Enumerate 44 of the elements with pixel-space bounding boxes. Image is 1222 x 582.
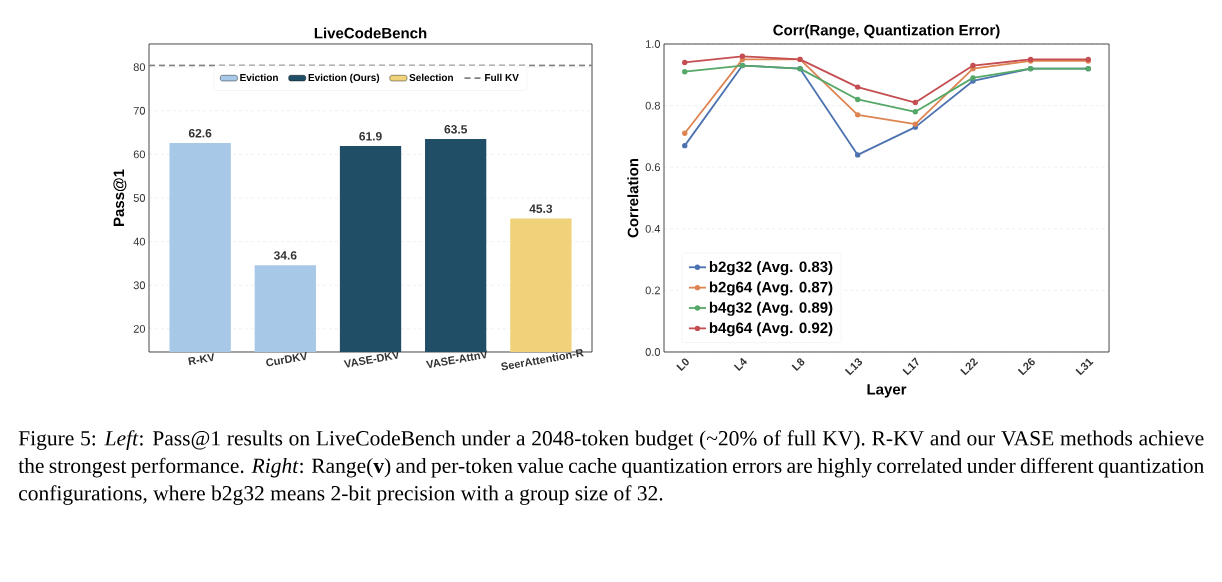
x-tick-label: L0 [676,358,689,371]
x-tick-label: L26 [1017,358,1035,376]
chart-title: LiveCodeBench [314,27,427,39]
x-tick-label: VASE-AttnV [425,350,487,368]
y-tick-label: 0.2 [645,286,660,295]
x-tick-label: VASE-DKV [343,350,399,368]
data-label: 62.6 [188,129,212,138]
y-tick-label: 70 [133,106,146,115]
x-axis-title: Layer [867,384,907,398]
y-tick-label: 0.6 [645,163,660,172]
y-tick-label: 60 [133,150,146,159]
text: Figure 5: Left: Pass@1 results on LiveCodeBench under a 2048-token budget (~20% of full KV). R-KV and our VASE methods achieve the strongest performance. Right: Range(v) and per-token value cache quantization errors are highly correlated under different quantization configurations, where b2g32 means 2-bit precision with a group size of 32. [18,430,1204,505]
x-tick-label: L31 [1075,358,1094,376]
y-tick-label: 80 [133,63,146,72]
y-tick-label: 0.0 [645,348,661,356]
y-axis-title: Pass@1 [113,169,127,226]
y-tick-label: 30 [133,281,146,290]
y-tick-label: 50 [133,194,146,202]
x-tick-label: CurDKV [266,351,307,367]
x-tick-label: L8 [791,358,805,371]
y-tick-label: 20 [133,324,146,333]
y-tick-label: 0.8 [645,101,660,110]
legend-label: Eviction [240,73,278,82]
legend-label: b2g32 (Avg. 0.83) [709,261,833,276]
y-tick-label: 0.4 [645,224,661,233]
x-tick-label: L17 [902,357,919,376]
y-axis-title: Correlation [627,158,639,238]
data-label: 63.5 [444,125,468,134]
legend-label: b4g32 (Avg. 0.89) [709,301,833,316]
data-label: 34.6 [273,251,297,260]
legend-label: b2g64 (Avg. 0.87) [709,281,833,296]
legend-label: b4g64 (Avg. 0.92) [709,322,833,337]
legend-label: Eviction (Ours) [308,73,380,84]
y-tick-label: 40 [133,237,146,246]
data-label: 45.3 [529,204,553,213]
chart-title: Corr(Range, Quantization Error) [773,24,1000,39]
x-tick-label: L4 [733,357,748,371]
legend-label: Full KV [485,73,519,82]
x-tick-label: R-KV [188,353,214,366]
y-tick-label: 1.0 [646,40,661,48]
x-tick-label: L22 [960,358,979,376]
data-label: 61.9 [359,132,382,141]
legend-label: Selection [409,73,453,82]
x-tick-label: L13 [844,358,863,376]
